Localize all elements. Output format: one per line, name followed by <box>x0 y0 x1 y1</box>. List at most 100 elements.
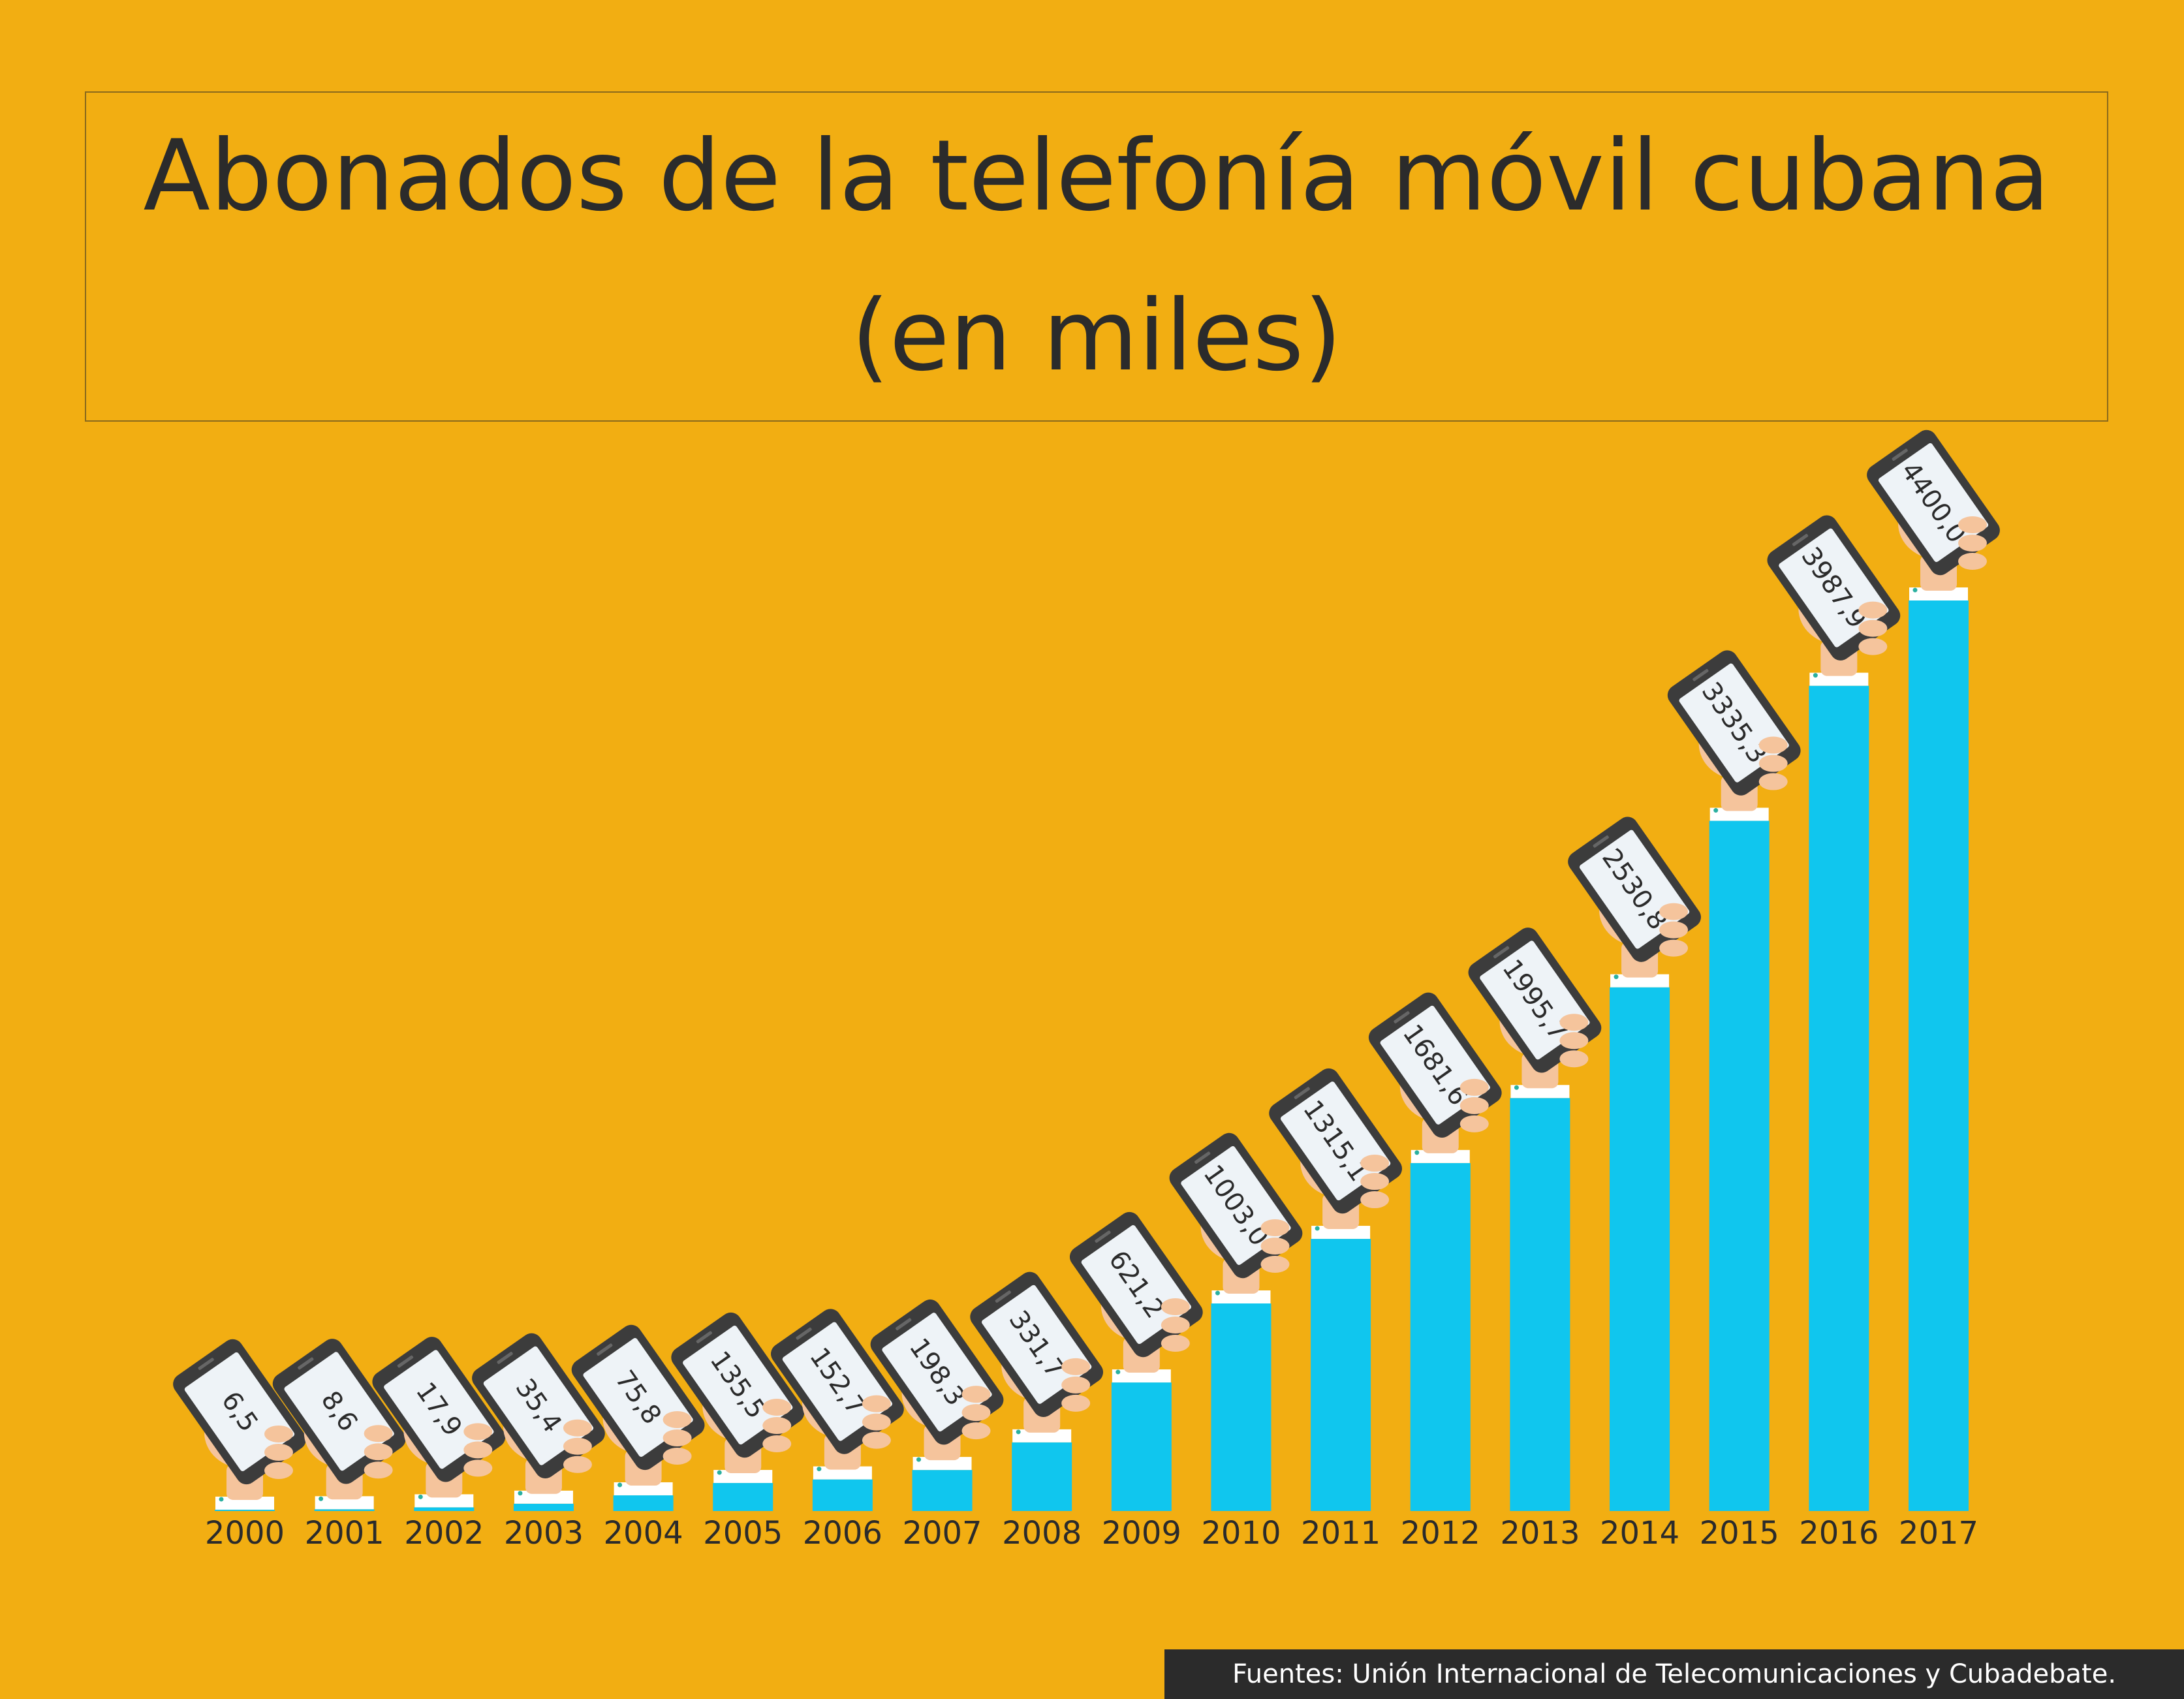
sleeve-cuff <box>1809 672 1869 686</box>
bar-2012 <box>1410 1162 1471 1511</box>
finger <box>1061 1376 1091 1394</box>
phone-hand-2010: 1003,0 <box>1169 1132 1303 1304</box>
cuff-button <box>1215 1290 1220 1296</box>
phone-screen <box>1480 941 1590 1060</box>
phone-screen <box>1380 1005 1490 1125</box>
bar-2006 <box>812 1479 873 1511</box>
bar-2002 <box>414 1507 475 1511</box>
phone-hand-2003: 35,4 <box>472 1333 605 1504</box>
bar-2013 <box>1510 1098 1570 1511</box>
phone-speaker <box>1693 668 1709 681</box>
phone-screen <box>1081 1225 1191 1345</box>
phone-screen <box>1779 528 1889 647</box>
x-tick-label: 2016 <box>1799 1515 1879 1551</box>
x-tick-label: 2010 <box>1201 1515 1281 1551</box>
cuff-button <box>817 1467 822 1472</box>
phone-hand-2017: 4400,0 <box>1867 429 2000 600</box>
finger <box>762 1435 792 1453</box>
x-tick-label: 2008 <box>1002 1515 1082 1551</box>
bar-2015 <box>1709 820 1770 1511</box>
cuff-button <box>1614 974 1619 980</box>
finger <box>1958 516 1987 533</box>
bar-2007 <box>912 1470 973 1511</box>
phone-hand-2004: 75,8 <box>571 1324 705 1495</box>
phone-speaker <box>198 1358 214 1370</box>
phone-hand-2011: 1315,1 <box>1269 1068 1402 1239</box>
phone-speaker <box>1394 1011 1410 1023</box>
bar-2011 <box>1311 1239 1371 1511</box>
finger <box>1559 1014 1589 1031</box>
finger <box>1559 1050 1589 1068</box>
bar-2016 <box>1809 685 1869 1511</box>
finger <box>663 1411 692 1428</box>
finger <box>1360 1191 1390 1209</box>
chart-title-line-2: (en miles) <box>851 279 1342 393</box>
sleeve-cuff <box>1211 1290 1271 1304</box>
x-tick-label: 2007 <box>902 1515 982 1551</box>
phone-speaker <box>696 1331 713 1344</box>
finger <box>1758 773 1788 790</box>
cuff-button <box>1315 1226 1320 1231</box>
chart-title-line-1: Abonados de la telefonía móvil cubana <box>143 119 2050 233</box>
phone-screen <box>1579 830 1690 949</box>
bar-2009 <box>1111 1382 1172 1511</box>
finger <box>862 1395 891 1412</box>
cuff-button <box>1912 587 1918 593</box>
phone-speaker <box>1792 534 1809 546</box>
phone-hand-2002: 17,9 <box>372 1337 506 1508</box>
x-tick-label: 2011 <box>1301 1515 1381 1551</box>
sleeve-cuff <box>913 1457 972 1471</box>
source-box: Fuentes: Unión Internacional de Telecomu… <box>1164 1649 2184 1699</box>
cuff-button <box>1813 673 1818 678</box>
phone-hand-2012: 1681,6 <box>1368 992 1502 1163</box>
phone-speaker <box>1194 1151 1211 1164</box>
phone-speaker <box>1294 1087 1310 1100</box>
sleeve-cuff <box>1112 1369 1171 1383</box>
finger <box>1061 1358 1091 1375</box>
sleeve-cuff <box>614 1482 673 1495</box>
phone-speaker <box>1095 1230 1111 1243</box>
sleeve-cuff <box>315 1496 374 1510</box>
x-tick-label: 2002 <box>404 1515 484 1551</box>
sleeve-cuff <box>1610 974 1670 988</box>
finger <box>762 1417 792 1435</box>
finger <box>1958 553 1987 570</box>
cuff-button <box>219 1497 224 1502</box>
x-tick-label: 2000 <box>205 1515 285 1551</box>
cuff-button <box>1713 808 1719 813</box>
finger <box>1260 1219 1290 1237</box>
finger <box>563 1419 592 1437</box>
phone-hand-2007: 198,3 <box>870 1299 1004 1471</box>
bar-2001 <box>314 1509 375 1511</box>
phone-speaker <box>597 1343 613 1356</box>
phone-speaker <box>397 1355 414 1368</box>
sleeve-cuff <box>514 1490 573 1504</box>
finger <box>1161 1298 1190 1316</box>
finger <box>264 1461 293 1479</box>
phone-screen <box>583 1337 693 1457</box>
bar-2010 <box>1211 1303 1271 1511</box>
title-box: Abonados de la telefonía móvil cubana (e… <box>85 91 2108 422</box>
finger <box>961 1422 991 1440</box>
x-tick-label: 2003 <box>504 1515 584 1551</box>
finger <box>862 1431 891 1449</box>
finger <box>264 1443 293 1461</box>
phone-screen <box>483 1346 594 1465</box>
cuff-button <box>617 1482 623 1488</box>
x-tick-label: 2005 <box>703 1515 783 1551</box>
phone-hand-2000: 6,5 <box>173 1339 306 1510</box>
finger <box>961 1404 991 1422</box>
x-tick-label: 2006 <box>803 1515 882 1551</box>
phone-speaker <box>497 1352 513 1364</box>
phone-screen <box>184 1352 295 1471</box>
phone-speaker <box>896 1318 912 1331</box>
finger <box>1958 535 1987 552</box>
finger <box>663 1447 692 1465</box>
bar-2003 <box>513 1503 574 1511</box>
phone-screen <box>1679 663 1789 783</box>
phone-hand-2005: 135,5 <box>671 1312 805 1484</box>
phone-icon: 1681,6 <box>1368 992 1502 1138</box>
phone-hand-2014: 2530,8 <box>1568 817 1701 988</box>
phone-hand-2016: 3987,9 <box>1767 515 1901 686</box>
